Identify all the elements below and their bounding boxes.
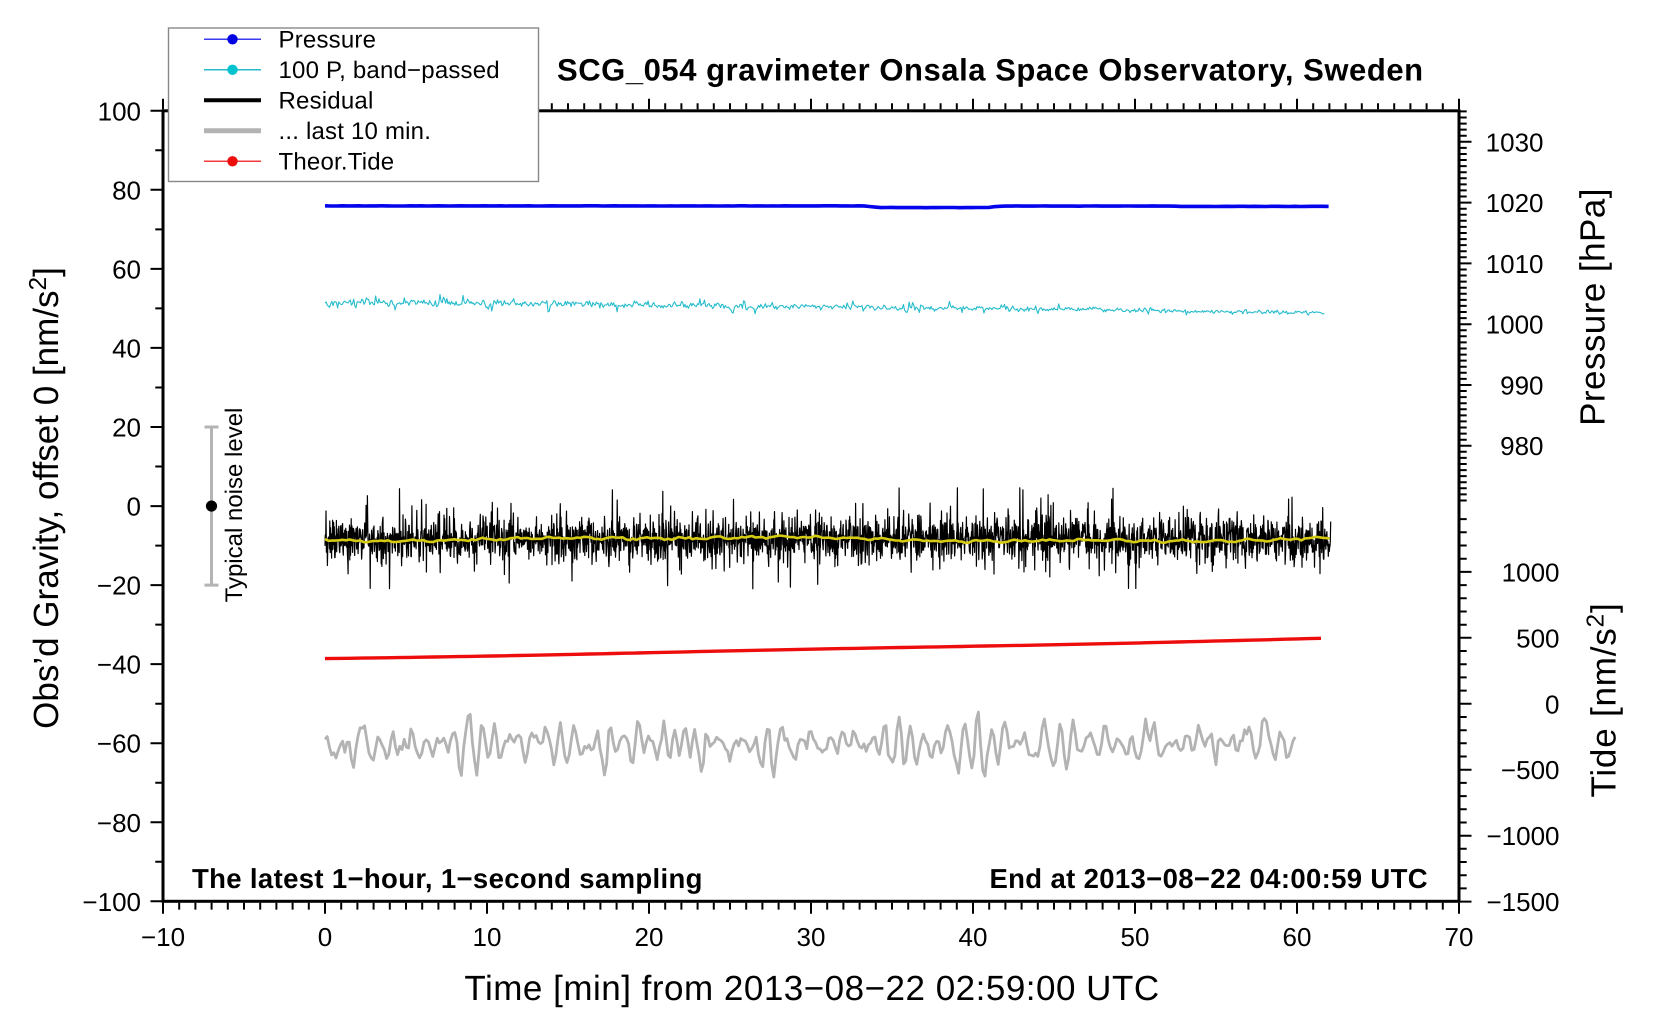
svg-text:40: 40 [959,922,988,952]
svg-text:Theor.Tide: Theor.Tide [279,149,395,176]
svg-text:The latest 1−hour, 1−second sa: The latest 1−hour, 1−second sampling [192,863,703,894]
svg-text:−1500: −1500 [1486,887,1559,917]
svg-text:Tide [nm/s2]: Tide [nm/s2] [1583,602,1624,797]
svg-text:20: 20 [635,922,664,952]
svg-text:Time [min] from 2013−08−22 02:: Time [min] from 2013−08−22 02:59:00 UTC [464,969,1159,1008]
svg-text:1010: 1010 [1486,249,1544,279]
svg-text:40: 40 [112,333,141,363]
svg-text:0: 0 [127,492,141,522]
svg-text:−1000: −1000 [1486,821,1559,851]
svg-text:1020: 1020 [1486,188,1544,218]
svg-text:980: 980 [1500,431,1543,461]
svg-text:1000: 1000 [1502,557,1560,587]
svg-text:50: 50 [1121,922,1150,952]
svg-text:20: 20 [112,413,141,443]
svg-text:60: 60 [1283,922,1312,952]
svg-text:100: 100 [98,96,141,126]
svg-text:0: 0 [1545,689,1559,719]
svg-text:990: 990 [1500,371,1543,401]
svg-text:−100: −100 [82,887,141,917]
svg-text:Pressure: Pressure [279,27,377,54]
svg-text:... last 10 min.: ... last 10 min. [279,118,432,145]
svg-text:Obs’d Gravity, offset 0 [nm/s2: Obs’d Gravity, offset 0 [nm/s2] [25,267,66,729]
svg-text:60: 60 [112,254,141,284]
svg-text:−40: −40 [97,650,141,680]
svg-text:Residual: Residual [279,88,374,115]
svg-text:−60: −60 [97,729,141,759]
svg-text:−80: −80 [97,808,141,838]
svg-text:30: 30 [797,922,826,952]
svg-text:10: 10 [473,922,502,952]
svg-text:−500: −500 [1501,755,1560,785]
svg-text:Pressure [hPa]: Pressure [hPa] [1574,188,1613,426]
svg-text:100 P, band−passed: 100 P, band−passed [279,57,500,84]
svg-text:1030: 1030 [1486,127,1544,157]
svg-text:80: 80 [112,175,141,205]
svg-text:1000: 1000 [1486,310,1544,340]
svg-text:−20: −20 [97,571,141,601]
svg-text:70: 70 [1445,922,1474,952]
svg-text:SCG_054 gravimeter Onsala Spac: SCG_054 gravimeter Onsala Space Observat… [557,53,1424,88]
svg-text:500: 500 [1516,623,1559,653]
svg-text:0: 0 [318,922,332,952]
svg-text:Typical noise level: Typical noise level [221,408,248,603]
svg-text:−10: −10 [141,922,185,952]
svg-text:End at 2013−08−22 04:00:59 UTC: End at 2013−08−22 04:00:59 UTC [989,863,1428,894]
